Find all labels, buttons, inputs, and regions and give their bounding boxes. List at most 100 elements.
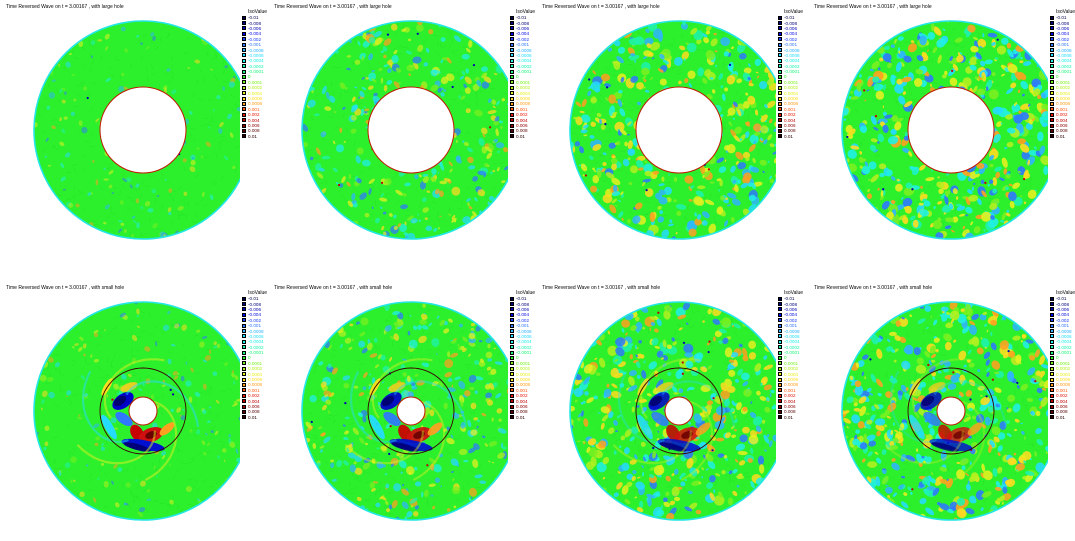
legend-label: 0 <box>516 355 519 360</box>
legend-label: -0.0002 <box>1056 345 1072 350</box>
panel-2: Time Reversed Wave on t = 3.00167 , with… <box>268 0 536 260</box>
wave-field-plot <box>268 281 508 523</box>
legend-label: 0.006 <box>1056 123 1068 128</box>
legend-entry: -0.0002 <box>1050 345 1075 350</box>
legend-label: -0.002 <box>248 37 261 42</box>
legend-swatch <box>510 313 514 317</box>
legend-label: -0.0001 <box>248 350 264 355</box>
legend-swatch <box>778 32 782 36</box>
legend-swatch <box>510 345 514 349</box>
legend-swatch <box>510 372 514 376</box>
legend-label: 0.002 <box>248 112 260 117</box>
legend-label: -0.0006 <box>784 334 800 339</box>
legend-swatch <box>1050 43 1054 47</box>
legend-swatch <box>510 97 514 101</box>
legend-label: -0.004 <box>1056 312 1069 317</box>
legend-swatch <box>1050 329 1054 333</box>
legend-entry: 0.01 <box>1050 415 1075 420</box>
legend-swatch <box>242 388 246 392</box>
legend-swatch <box>510 302 514 306</box>
legend-label: -0.001 <box>1056 323 1069 328</box>
legend-swatch <box>242 32 246 36</box>
legend-label: -0.006 <box>784 307 797 312</box>
legend-swatch <box>510 75 514 79</box>
legend-label: 0.0008 <box>784 101 798 106</box>
legend-label: 0.001 <box>784 388 796 393</box>
legend-swatch <box>1050 59 1054 63</box>
legend-label: -0.0006 <box>516 334 532 339</box>
legend-swatch <box>778 394 782 398</box>
legend-label: -0.0004 <box>248 339 264 344</box>
legend-label: 0.002 <box>248 393 260 398</box>
legend-swatch <box>242 134 246 138</box>
legend-label: 0 <box>1056 355 1059 360</box>
legend-label: -0.0001 <box>1056 69 1072 74</box>
legend-swatch <box>510 388 514 392</box>
isovalue-legend: IsoValue-0.01-0.008-0.006-0.004-0.002-0.… <box>1050 290 1075 420</box>
legend-label: -0.008 <box>784 21 797 26</box>
legend-swatch <box>778 405 782 409</box>
legend-entry: -0.0008 <box>1050 328 1075 333</box>
legend-label: -0.001 <box>248 323 261 328</box>
legend-swatch <box>1050 124 1054 128</box>
legend-swatch <box>510 410 514 414</box>
legend-swatch <box>510 91 514 95</box>
legend-swatch <box>778 107 782 111</box>
legend-swatch <box>778 43 782 47</box>
panel-1: Time Reversed Wave on t = 3.00167 , with… <box>0 0 268 260</box>
legend-entry: -0.0001 <box>1050 350 1075 355</box>
legend-label: -0.001 <box>784 323 797 328</box>
legend-title: IsoValue <box>1056 290 1075 296</box>
legend-swatch <box>1050 378 1054 382</box>
legend-label: -0.001 <box>1056 42 1069 47</box>
legend-swatch <box>242 383 246 387</box>
legend-label: 0.006 <box>248 123 260 128</box>
legend-swatch <box>510 318 514 322</box>
legend-label: -0.0001 <box>784 350 800 355</box>
legend-label: -0.0008 <box>516 48 532 53</box>
legend-label: -0.0002 <box>516 64 532 69</box>
legend-swatch <box>510 129 514 133</box>
legend-label: 0.002 <box>784 112 796 117</box>
legend-label: -0.001 <box>784 42 797 47</box>
legend-swatch <box>510 351 514 355</box>
legend-swatch <box>1050 48 1054 52</box>
legend-swatch <box>1050 324 1054 328</box>
legend-swatch <box>778 356 782 360</box>
legend-label: 0.006 <box>248 404 260 409</box>
legend-label: 0.0008 <box>516 101 530 106</box>
legend-swatch <box>1050 118 1054 122</box>
hole-obstacle <box>908 87 994 173</box>
legend-swatch <box>242 118 246 122</box>
wave-field-plot <box>0 0 240 242</box>
legend-swatch <box>1050 313 1054 317</box>
legend-label: -0.0006 <box>1056 334 1072 339</box>
legend-swatch <box>1050 383 1054 387</box>
legend-label: -0.006 <box>248 26 261 31</box>
legend-entry: -0.0008 <box>1050 47 1075 52</box>
legend-swatch <box>778 340 782 344</box>
legend-swatch <box>778 129 782 133</box>
legend-label: -0.0006 <box>248 334 264 339</box>
legend-label: 0.0001 <box>516 80 530 85</box>
legend-label: 0.0002 <box>516 85 530 90</box>
legend-label: 0.0006 <box>784 96 798 101</box>
legend-label: 0.0006 <box>784 377 798 382</box>
legend-label: 0.01 <box>248 134 257 139</box>
legend-label: 0.0001 <box>248 80 262 85</box>
legend-swatch <box>1050 356 1054 360</box>
legend-label: 0.004 <box>516 118 528 123</box>
legend-swatch <box>778 16 782 20</box>
legend-swatch <box>242 361 246 365</box>
legend-label: -0.004 <box>248 31 261 36</box>
legend-label: -0.01 <box>516 15 526 20</box>
legend-swatch <box>242 356 246 360</box>
legend-swatch <box>1050 97 1054 101</box>
legend-label: -0.0004 <box>516 339 532 344</box>
legend-swatch <box>242 302 246 306</box>
legend-swatch <box>242 91 246 95</box>
figure-grid: Time Reversed Wave on t = 3.00167 , with… <box>0 0 1075 521</box>
legend-label: 0.008 <box>248 409 260 414</box>
legend-label: 0.0001 <box>516 361 530 366</box>
legend-label: 0.0001 <box>1056 361 1070 366</box>
